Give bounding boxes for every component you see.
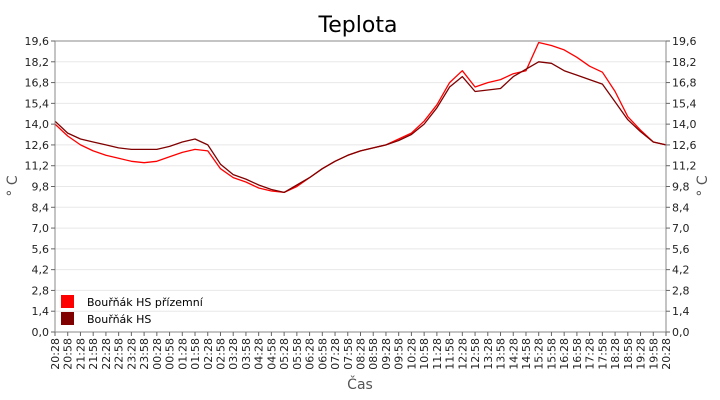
y-tick-label: 9,8 <box>672 181 690 194</box>
y-tick-label: 18,2 <box>672 56 697 69</box>
x-tick-label: 08:58 <box>367 338 380 370</box>
y-tick-label: 15,4 <box>672 97 697 110</box>
x-tick-label: 02:58 <box>214 338 227 370</box>
x-tick-label: 17:58 <box>596 338 609 370</box>
x-tick-label: 16:28 <box>558 338 571 370</box>
y-tick-label: 4,2 <box>672 264 690 277</box>
x-tick-label: 12:58 <box>469 338 482 370</box>
y-tick-label: 11,2 <box>672 160 697 173</box>
y-tick-label: 19,6 <box>25 35 50 48</box>
legend-swatch <box>61 312 74 325</box>
x-tick-label: 09:58 <box>393 338 406 370</box>
x-tick-label: 07:28 <box>329 338 342 370</box>
y-tick-label: 12,6 <box>672 139 697 152</box>
x-tick-label: 06:28 <box>304 338 317 370</box>
x-tick-label: 04:58 <box>265 338 278 370</box>
legend-label: Bouřňák HS přízemní <box>87 296 204 309</box>
y-tick-label: 4,2 <box>32 264 50 277</box>
x-tick-label: 12:28 <box>456 338 469 370</box>
x-tick-label: 20:28 <box>660 338 673 370</box>
legend-label: Bouřňák HS <box>87 313 151 326</box>
x-tick-label: 03:28 <box>227 338 240 370</box>
y-tick-label: 18,2 <box>25 56 50 69</box>
chart-title: Teplota <box>318 13 398 38</box>
series-line-1 <box>54 61 667 194</box>
y-tick-label: 1,4 <box>32 305 50 318</box>
x-tick-label: 14:58 <box>520 338 533 370</box>
y-tick-label: 5,6 <box>672 243 690 256</box>
y-tick-label: 2,8 <box>32 284 50 297</box>
x-tick-label: 03:58 <box>240 338 253 370</box>
x-tick-label: 14:28 <box>507 338 520 370</box>
y-tick-label: 16,8 <box>672 77 697 90</box>
x-tick-label: 15:28 <box>533 338 546 370</box>
x-tick-label: 23:58 <box>138 338 151 370</box>
x-tick-label: 18:28 <box>609 338 622 370</box>
x-tick-label: 09:28 <box>380 338 393 370</box>
x-tick-label: 07:58 <box>342 338 355 370</box>
series-lines <box>54 41 667 194</box>
x-tick-label: 20:58 <box>62 338 75 370</box>
y-axis-right: 19,6 18,2 16,8 15,4 14,0 12,6 11,2 9,8 8,4 7,0 5,6… <box>666 35 697 339</box>
grid <box>55 61 666 312</box>
x-tick-label: 06:58 <box>316 338 329 370</box>
x-tick-label: 21:58 <box>87 338 100 370</box>
y-tick-label: 11,2 <box>25 160 50 173</box>
x-tick-label: 13:28 <box>482 338 495 370</box>
y-tick-label: 0,0 <box>672 326 690 339</box>
x-tick-label: 22:58 <box>113 338 126 370</box>
x-tick-label: 15:58 <box>545 338 558 370</box>
x-tick-label: 19:58 <box>647 338 660 370</box>
y-tick-label: 9,8 <box>32 181 50 194</box>
y-tick-label: 2,8 <box>672 284 690 297</box>
y-tick-label: 19,6 <box>672 35 697 48</box>
y-tick-label: 7,0 <box>672 222 690 235</box>
x-tick-label: 21:28 <box>74 338 87 370</box>
x-tick-label: 17:28 <box>584 338 597 370</box>
y-tick-label: 7,0 <box>32 222 50 235</box>
y-tick-label: 8,4 <box>32 201 50 214</box>
legend-swatch <box>61 295 74 308</box>
y-tick-label: 15,4 <box>25 97 50 110</box>
x-tick-label: 00:28 <box>151 338 164 370</box>
x-tick-label: 08:28 <box>355 338 368 370</box>
y-axis-left: 19,6 18,2 16,8 15,4 14,0 12,6 11,2 9,8 8,4 7,0 5,6… <box>25 35 55 339</box>
y-tick-label: 16,8 <box>25 77 50 90</box>
y-tick-label: 14,0 <box>672 118 697 131</box>
x-tick-label: 18:58 <box>622 338 635 370</box>
y-tick-label: 5,6 <box>32 243 50 256</box>
x-tick-label: 22:28 <box>100 338 113 370</box>
y-tick-label: 14,0 <box>25 118 50 131</box>
y-tick-label: 12,6 <box>25 139 50 152</box>
x-tick-label: 01:58 <box>189 338 202 370</box>
x-tick-label: 20:28 <box>49 338 62 370</box>
x-tick-label: 11:28 <box>431 338 444 370</box>
x-tick-label: 23:28 <box>125 338 138 370</box>
x-tick-label: 10:28 <box>405 338 418 370</box>
x-axis-title: Čas <box>347 375 373 393</box>
x-tick-label: 10:58 <box>418 338 431 370</box>
x-tick-label: 00:58 <box>164 338 177 370</box>
x-tick-label: 05:28 <box>278 338 291 370</box>
y-axis-title-right: ° C <box>695 175 711 196</box>
y-axis-title-left: ° C <box>5 175 21 196</box>
y-tick-label: 0,0 <box>32 326 50 339</box>
x-tick-label: 01:28 <box>176 338 189 370</box>
x-tick-label: 13:58 <box>495 338 508 370</box>
x-tick-label: 16:58 <box>571 338 584 370</box>
x-tick-label: 02:28 <box>202 338 215 370</box>
y-tick-label: 8,4 <box>672 201 690 214</box>
legend: Bouřňák HS přízemní Bouřňák HS <box>61 295 204 326</box>
y-tick-label: 1,4 <box>672 305 690 318</box>
x-tick-label: 11:58 <box>444 338 457 370</box>
x-tick-label: 04:28 <box>253 338 266 370</box>
x-axis: 20:28 20:58 21:28 21:58 22:28 22:58 23:28 23:58… <box>49 332 673 370</box>
x-tick-label: 19:28 <box>635 338 648 370</box>
x-tick-label: 05:58 <box>291 338 304 370</box>
